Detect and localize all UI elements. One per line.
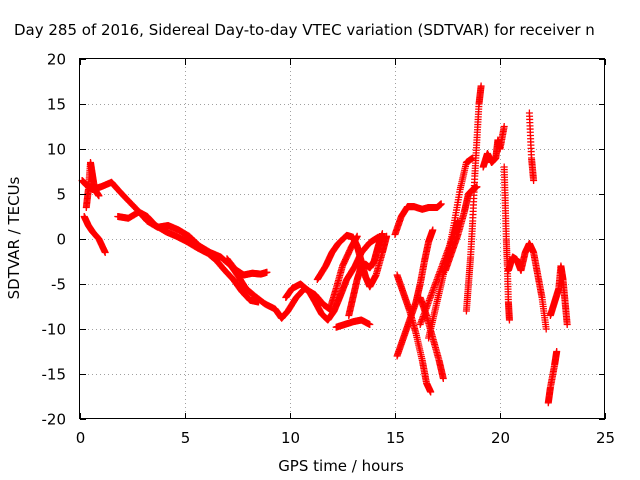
x-axis-label: GPS time / hours — [278, 457, 404, 475]
data-series — [525, 109, 538, 184]
x-tick-label: 25 — [596, 429, 615, 447]
data-series — [500, 163, 513, 324]
y-tick-label: -20 — [42, 411, 67, 429]
data-series — [223, 255, 271, 279]
data-point — [553, 348, 561, 355]
data-series — [78, 177, 361, 322]
y-tick-label: -10 — [42, 321, 67, 339]
y-tick-label: 10 — [47, 141, 66, 159]
chart-title: Day 285 of 2016, Sidereal Day-to-day VTE… — [14, 21, 595, 39]
data-point — [95, 192, 103, 200]
data-point — [437, 200, 445, 208]
x-tick-label: 20 — [491, 429, 510, 447]
data-series — [332, 316, 374, 331]
y-tick-label: 15 — [47, 96, 66, 114]
data-point — [255, 298, 262, 306]
y-tick-label: -15 — [42, 366, 67, 384]
data-point — [427, 388, 435, 396]
data-series — [546, 262, 571, 328]
y-axis-label: SDTVAR / TECUs — [5, 176, 23, 299]
tick-labels: 0 5 10 15 20 25 -20 -15 -10 -5 0 5 10 15 20 — [42, 51, 616, 448]
y-tick-label: 0 — [56, 231, 66, 249]
data-series — [441, 183, 481, 274]
data-series — [313, 231, 391, 291]
data-point — [263, 268, 271, 276]
data-point — [101, 249, 109, 256]
data-point — [500, 123, 508, 130]
x-tick-label: 5 — [181, 429, 191, 447]
data-points — [78, 82, 571, 407]
x-tick-label: 10 — [281, 429, 300, 447]
data-series — [114, 208, 262, 306]
x-tick-label: 0 — [76, 429, 86, 447]
data-series — [462, 82, 485, 315]
data-series — [504, 240, 550, 333]
data-series — [393, 226, 437, 360]
data-point — [477, 82, 485, 90]
data-point — [505, 316, 513, 324]
data-point — [439, 375, 447, 382]
data-series — [391, 200, 445, 238]
y-tick-label: -5 — [51, 276, 66, 294]
data-series — [82, 159, 103, 211]
data-series — [80, 213, 109, 256]
data-series — [393, 271, 435, 396]
data-point — [378, 230, 386, 238]
data-point — [366, 321, 374, 328]
y-tick-label: 5 — [56, 186, 66, 204]
plot-frame — [79, 58, 605, 419]
data-series — [544, 348, 561, 407]
y-tick-label: 20 — [47, 51, 66, 69]
data-point — [429, 226, 437, 234]
data-point — [563, 321, 571, 328]
axis-ticks — [80, 59, 606, 420]
data-point — [542, 325, 550, 333]
data-series — [345, 230, 386, 319]
data-series — [282, 233, 382, 324]
data-point — [530, 177, 538, 184]
data-series — [479, 123, 508, 171]
x-tick-label: 15 — [386, 429, 405, 447]
